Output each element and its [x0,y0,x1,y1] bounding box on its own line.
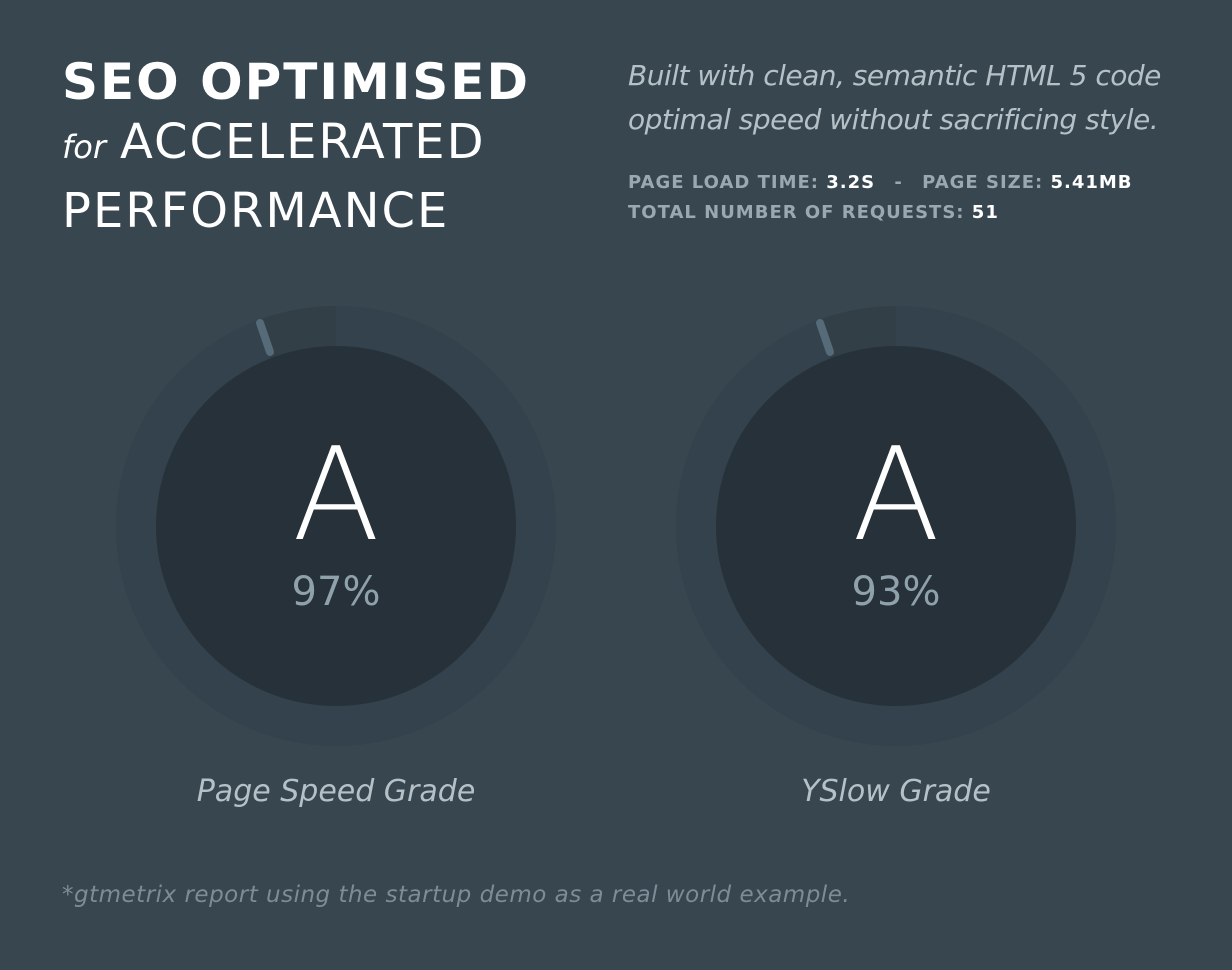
title-line-performance: PERFORMANCE [62,183,450,239]
description-text: Built with clean, semantic HTML 5 code o… [628,54,1198,142]
performance-stats: PAGE LOAD TIME: 3.2S - PAGE SIZE: 5.41MB… [628,168,1198,228]
page-speed-grade: A [292,421,380,570]
stats-separator: - [894,172,903,193]
page-speed-percent: 97% [291,569,381,615]
load-time-label: PAGE LOAD TIME: [628,172,819,193]
yslow-gauge-ring [676,306,1116,746]
load-time-value: 3.2S [826,172,876,193]
page-size-value: 5.41MB [1050,172,1133,193]
stats-row-1: PAGE LOAD TIME: 3.2S - PAGE SIZE: 5.41MB [628,168,1198,198]
gauge-inner-circle [716,346,1076,706]
yslow-percent: 93% [851,569,941,615]
page-speed-gauge: A 97% [116,306,556,746]
description-line-2: optimal speed without sacrificing style. [628,103,1159,136]
gauge-inner-circle [156,346,516,706]
yslow-grade: A [852,421,940,570]
page-speed-gauge-ring [116,306,556,746]
description-block: Built with clean, semantic HTML 5 code o… [628,54,1198,228]
requests-value: 51 [971,202,999,223]
title-accelerated-word: ACCELERATED [120,114,486,170]
footnote: *gtmetrix report using the startup demo … [62,882,851,908]
title-for-word: for [62,128,106,166]
title-line-accelerated: for ACCELERATED [62,112,530,183]
yslow-label: YSlow Grade [801,774,991,809]
page-size-label: PAGE SIZE: [922,172,1044,193]
requests-label: TOTAL NUMBER OF REQUESTS: [628,202,965,223]
gauge-tick-marker [816,319,834,356]
page-speed-label: Page Speed Grade [196,774,476,809]
title-line-seo-optimised: SEO OPTIMISED [62,53,530,111]
stats-row-2: TOTAL NUMBER OF REQUESTS: 51 [628,198,1198,228]
description-line-1: Built with clean, semantic HTML 5 code [628,59,1161,92]
page-title: SEO OPTIMISED for ACCELERATED PERFORMANCE [62,52,530,239]
gauge-tick-marker [256,319,274,356]
yslow-gauge: A 93% [676,306,1116,746]
